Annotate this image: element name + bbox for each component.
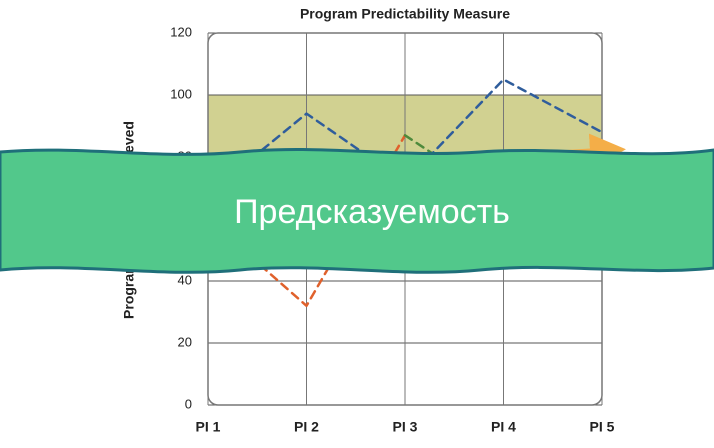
x-tick-label: PI 4 <box>491 419 516 435</box>
banner: Предсказуемость <box>0 149 714 272</box>
x-tick-label: PI 5 <box>590 419 615 435</box>
y-tick-label: 120 <box>170 24 192 39</box>
chart-title: Program Predictability Measure <box>300 6 510 22</box>
banner-text: Предсказуемость <box>234 193 510 231</box>
x-tick-label: PI 1 <box>196 419 221 435</box>
y-tick-label: 100 <box>170 86 192 101</box>
chart: Program Predictability Measure Program O… <box>0 0 714 443</box>
y-tick-label: 0 <box>185 396 192 411</box>
y-tick-label: 40 <box>178 272 192 287</box>
x-tick-label: PI 3 <box>393 419 418 435</box>
x-tick-label: PI 2 <box>294 419 319 435</box>
y-tick-label: 20 <box>178 334 192 349</box>
